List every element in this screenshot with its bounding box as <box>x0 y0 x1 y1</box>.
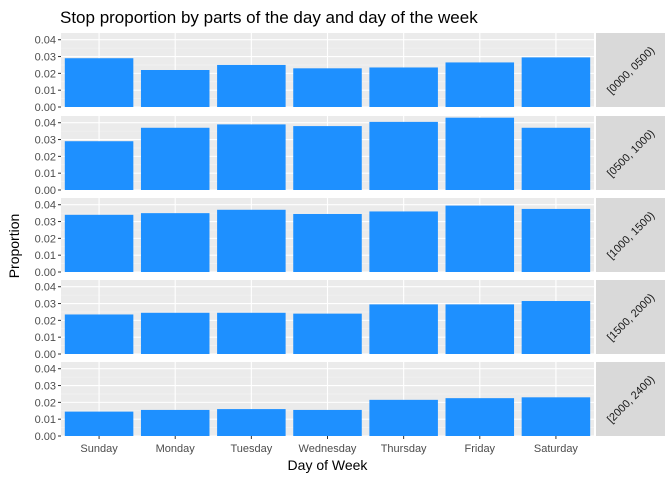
bar <box>217 409 286 436</box>
bar <box>293 213 362 272</box>
bar <box>521 127 591 190</box>
bar <box>521 57 591 107</box>
facet-panel: 0.000.010.020.030.04[1500, 2000) <box>35 280 665 361</box>
bar <box>445 398 515 436</box>
bar <box>445 205 515 272</box>
y-tick-label: 0.00 <box>35 185 56 197</box>
bar <box>64 141 134 190</box>
bar <box>64 411 134 436</box>
facet-strip <box>596 116 665 190</box>
x-tick-label: Monday <box>156 443 196 455</box>
bar <box>521 208 591 272</box>
x-axis-tick-labels: Sunday Monday Tuesday Wednesday Thursday Frid… <box>80 436 578 455</box>
bar <box>64 214 134 272</box>
y-tick-label: 0.01 <box>35 250 56 262</box>
y-tick-label: 0.01 <box>35 85 56 97</box>
bar <box>521 301 591 354</box>
bar <box>217 209 286 272</box>
bar <box>445 62 515 107</box>
x-tick-label: Friday <box>465 443 496 455</box>
bar <box>140 409 210 436</box>
y-tick-label: 0.00 <box>35 267 56 279</box>
x-tick-label: Sunday <box>80 443 118 455</box>
facet-panel: 0.000.010.020.030.04[2000, 2400) <box>35 362 665 443</box>
facet-panel: 0.000.010.020.030.04[1000, 1500) <box>35 198 665 279</box>
facet-strip <box>596 280 665 354</box>
bar <box>293 409 362 436</box>
bar <box>140 213 210 272</box>
x-tick-label: Wednesday <box>299 443 357 455</box>
x-tick-label: Thursday <box>381 443 427 455</box>
bar <box>217 312 286 354</box>
bar <box>140 127 210 190</box>
bar <box>369 399 438 436</box>
bar <box>445 117 515 190</box>
y-tick-label: 0.03 <box>35 52 56 64</box>
y-tick-label: 0.02 <box>35 233 56 245</box>
y-axis-title: Proportion <box>6 214 22 279</box>
y-tick-label: 0.02 <box>35 315 56 327</box>
bar <box>140 70 210 107</box>
y-tick-label: 0.00 <box>35 431 56 443</box>
facet-panel: 0.000.010.020.030.04[0000, 0500) <box>35 33 665 114</box>
bar <box>369 211 438 272</box>
y-tick-label: 0.00 <box>35 349 56 361</box>
bar <box>369 67 438 107</box>
y-tick-label: 0.04 <box>35 364 56 376</box>
bar <box>140 312 210 354</box>
facet-panels: 0.000.010.020.030.04[0000, 0500)0.000.01… <box>35 33 665 443</box>
y-tick-label: 0.01 <box>35 168 56 180</box>
y-tick-label: 0.04 <box>35 118 56 130</box>
bar <box>293 126 362 190</box>
bar <box>445 304 515 354</box>
y-tick-label: 0.02 <box>35 151 56 163</box>
bar <box>369 304 438 354</box>
bar <box>64 314 134 354</box>
bar <box>217 124 286 190</box>
y-tick-label: 0.03 <box>35 217 56 229</box>
x-axis-title: Day of Week <box>288 457 369 473</box>
facet-strip <box>596 198 665 272</box>
y-tick-label: 0.03 <box>35 381 56 393</box>
facet-strip <box>596 33 665 107</box>
facet-panel: 0.000.010.020.030.04[0500, 1000) <box>35 116 665 197</box>
y-tick-label: 0.00 <box>35 102 56 114</box>
facet-strip <box>596 362 665 436</box>
bar <box>64 58 134 107</box>
y-tick-label: 0.04 <box>35 282 56 294</box>
y-tick-label: 0.01 <box>35 414 56 426</box>
y-tick-label: 0.04 <box>35 35 56 47</box>
bar <box>293 313 362 354</box>
y-tick-label: 0.02 <box>35 397 56 409</box>
y-tick-label: 0.04 <box>35 200 56 212</box>
bar <box>217 64 286 107</box>
y-tick-label: 0.01 <box>35 332 56 344</box>
bar <box>369 121 438 190</box>
x-tick-label: Tuesday <box>230 443 272 455</box>
x-tick-label: Saturday <box>534 443 579 455</box>
bar <box>521 397 591 436</box>
bar <box>293 68 362 107</box>
y-tick-label: 0.02 <box>35 68 56 80</box>
y-tick-label: 0.03 <box>35 299 56 311</box>
y-tick-label: 0.03 <box>35 135 56 147</box>
chart-title: Stop proportion by parts of the day and … <box>60 8 478 27</box>
